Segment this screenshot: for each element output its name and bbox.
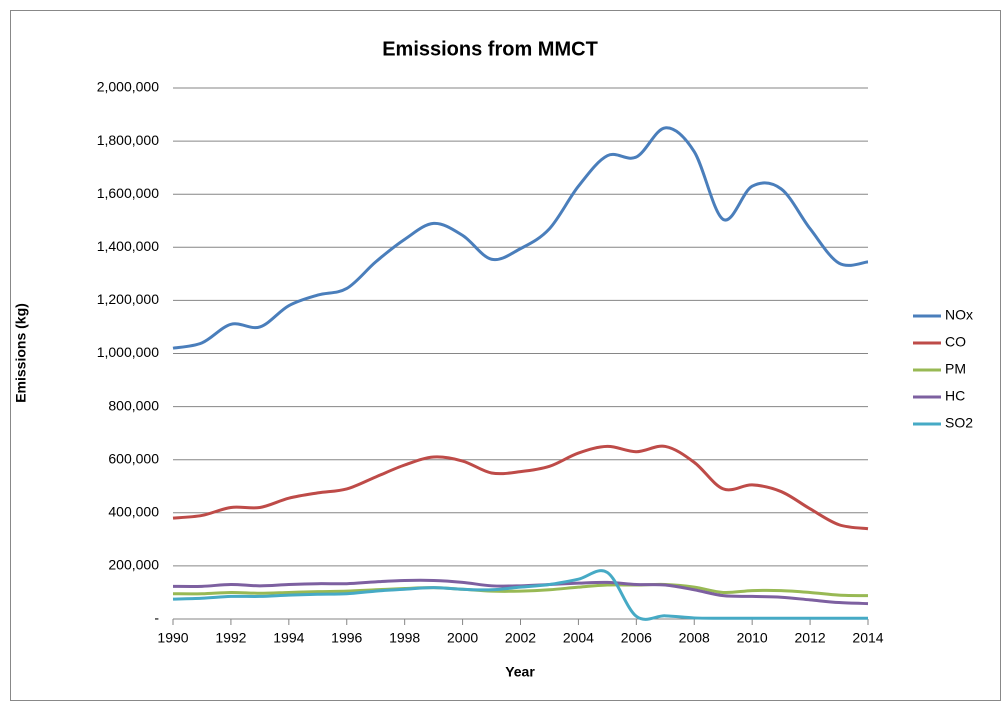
y-tick-label: 2,000,000 bbox=[97, 79, 159, 95]
x-tick-label: 2012 bbox=[795, 630, 826, 646]
x-tick-label: 1998 bbox=[389, 630, 420, 646]
series-line bbox=[172, 126, 869, 350]
y-tick-label: 800,000 bbox=[108, 397, 159, 413]
y-tick-label: 400,000 bbox=[108, 504, 159, 520]
y-tick-label: 600,000 bbox=[108, 450, 159, 466]
x-tick-label: 1990 bbox=[157, 630, 188, 646]
x-tick-label: 1994 bbox=[273, 630, 304, 646]
x-tick-label: 1992 bbox=[215, 630, 246, 646]
legend-label: NOx bbox=[945, 307, 973, 323]
x-tick-label: 2002 bbox=[505, 630, 536, 646]
x-tick-label: 2004 bbox=[563, 630, 594, 646]
y-tick-label: 1,200,000 bbox=[97, 291, 159, 307]
y-tick-label: 1,600,000 bbox=[97, 185, 159, 201]
x-tick-label: 2014 bbox=[852, 630, 883, 646]
legend-label: CO bbox=[945, 334, 966, 350]
y-tick-label: 1,400,000 bbox=[97, 238, 159, 254]
y-axis-title: Emissions (kg) bbox=[13, 303, 29, 403]
y-tick-label: 200,000 bbox=[108, 557, 159, 573]
legend-label: HC bbox=[945, 388, 965, 404]
legend-label: PM bbox=[945, 361, 966, 377]
legend-label: SO2 bbox=[945, 415, 973, 431]
chart-title: Emissions from MMCT bbox=[382, 38, 598, 60]
y-tick-label: - bbox=[154, 610, 159, 626]
series-line bbox=[172, 569, 868, 621]
x-tick-label: 1996 bbox=[331, 630, 362, 646]
y-tick-label: 1,800,000 bbox=[97, 132, 159, 148]
series-line bbox=[172, 444, 869, 531]
series-line bbox=[172, 582, 869, 598]
x-tick-label: 2008 bbox=[679, 630, 710, 646]
y-tick-label: 1,000,000 bbox=[97, 344, 159, 360]
x-tick-label: 2000 bbox=[447, 630, 478, 646]
x-tick-label: 2006 bbox=[621, 630, 652, 646]
x-tick-label: 2010 bbox=[737, 630, 768, 646]
x-axis-title: Year bbox=[505, 664, 535, 680]
chart-border bbox=[10, 10, 1001, 701]
